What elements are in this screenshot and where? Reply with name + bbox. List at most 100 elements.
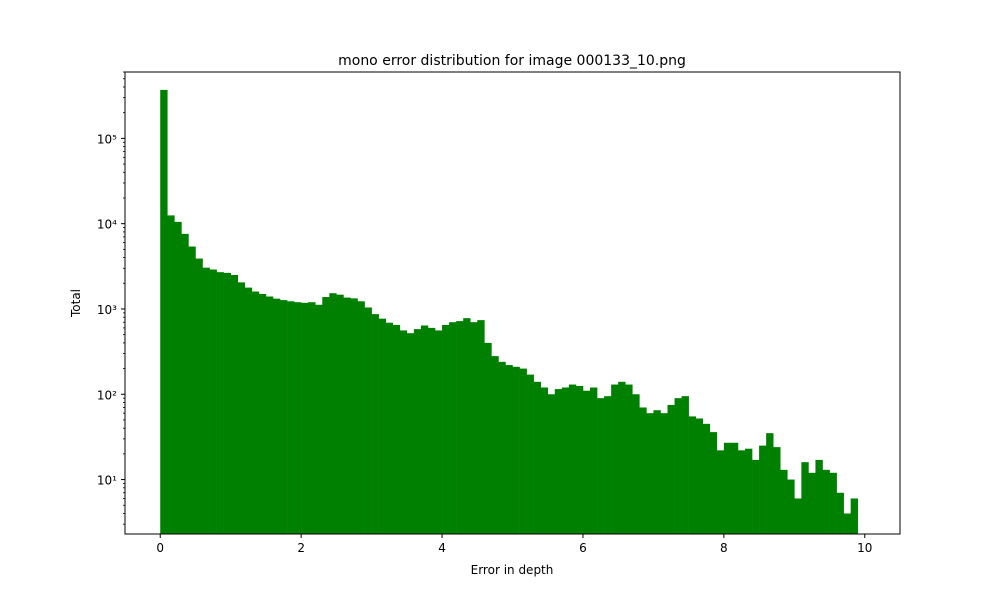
- histogram-bar: [702, 423, 711, 534]
- chart-title: mono error distribution for image 000133…: [338, 53, 686, 69]
- histogram-bar: [780, 469, 788, 534]
- histogram-bar: [470, 322, 478, 534]
- histogram-bar: [498, 361, 506, 534]
- histogram-bar: [301, 302, 309, 534]
- histogram-bar: [371, 314, 379, 534]
- histogram-bar: [167, 215, 175, 534]
- histogram-bar: [533, 381, 541, 534]
- histogram-bar: [216, 272, 224, 534]
- histogram-bar: [265, 296, 274, 534]
- histogram-bar: [843, 513, 851, 534]
- histogram-bar: [653, 410, 661, 534]
- y-axis-label: Total: [69, 289, 83, 318]
- histogram-bar: [604, 396, 612, 534]
- x-tick-label: 10: [857, 541, 872, 555]
- histogram-bar: [322, 297, 330, 534]
- histogram-bar: [209, 269, 217, 534]
- x-tick-label: 8: [720, 541, 728, 555]
- histogram-bar: [695, 418, 704, 534]
- x-axis-ticks: 0 2 4 6 8 10: [156, 534, 872, 555]
- histogram-bar: [315, 304, 323, 534]
- histogram-bar: [808, 472, 816, 534]
- histogram-bar: [709, 432, 718, 534]
- histogram-bar: [639, 407, 647, 534]
- histogram-bar: [174, 221, 182, 535]
- x-axis-label: Error in depth: [471, 563, 554, 577]
- histogram-bar: [723, 442, 732, 534]
- histogram-bar: [272, 298, 281, 534]
- histogram-bar: [674, 398, 682, 534]
- histogram-bar: [251, 291, 260, 534]
- histogram-bar: [716, 450, 725, 534]
- histogram-bar: [611, 384, 619, 534]
- histogram-bar: [484, 342, 492, 534]
- histogram-bar: [836, 492, 844, 534]
- histogram-bar: [590, 387, 598, 534]
- histogram-bar: [632, 394, 640, 534]
- histogram-bar: [195, 258, 203, 534]
- y-tick-label: 10⁵: [97, 132, 117, 146]
- histogram-bar: [294, 302, 302, 534]
- histogram-bar: [745, 448, 753, 534]
- histogram-bars: [160, 89, 859, 535]
- histogram-bar: [667, 404, 675, 534]
- histogram-bar: [526, 374, 534, 534]
- histogram-bar: [794, 498, 802, 534]
- histogram-bar: [505, 365, 513, 534]
- histogram-bar: [554, 389, 563, 534]
- histogram-bar: [223, 272, 231, 534]
- histogram-bar: [181, 233, 189, 534]
- histogram-bar: [160, 89, 168, 534]
- histogram-bar: [399, 330, 408, 534]
- histogram-bar: [244, 287, 253, 534]
- x-tick-label: 4: [438, 541, 446, 555]
- histogram-bar: [575, 386, 584, 534]
- histogram-bar: [442, 324, 450, 534]
- x-tick-label: 6: [579, 541, 587, 555]
- histogram-bar: [413, 329, 422, 534]
- histogram-bar: [561, 387, 570, 534]
- histogram-bar: [392, 324, 401, 534]
- histogram-bar: [730, 442, 739, 534]
- plot-frame: [124, 71, 901, 535]
- histogram-bar: [280, 300, 288, 534]
- histogram-bar: [850, 498, 859, 534]
- histogram-bar: [688, 416, 696, 534]
- histogram-bar: [258, 293, 267, 534]
- histogram-bar: [308, 302, 316, 534]
- histogram-bar: [737, 450, 746, 534]
- histogram-bar: [336, 294, 344, 534]
- x-tick-label: 0: [156, 541, 164, 555]
- histogram-bar: [364, 307, 372, 534]
- histogram-bar: [378, 318, 386, 534]
- histogram-bar: [350, 298, 358, 534]
- histogram-bar: [343, 297, 351, 534]
- histogram-bar: [357, 301, 365, 534]
- histogram-bar: [540, 387, 549, 534]
- y-tick-label: 10²: [97, 388, 117, 402]
- y-tick-label: 10¹: [97, 474, 117, 488]
- histogram-bar: [188, 246, 196, 534]
- histogram-bar: [766, 433, 774, 534]
- histogram-bar: [752, 459, 760, 534]
- x-tick-label: 2: [297, 541, 305, 555]
- histogram-bar: [660, 413, 668, 534]
- histogram-bar: [759, 445, 767, 534]
- histogram-bar: [202, 267, 210, 534]
- histogram-bar: [449, 322, 457, 534]
- histogram-bar: [815, 459, 823, 534]
- histogram-bar: [582, 390, 591, 534]
- y-major-ticks: 10¹ 10² 10³ 10⁴ 10⁵: [97, 132, 125, 488]
- histogram-bar: [491, 356, 499, 534]
- histogram-bar: [625, 384, 633, 534]
- histogram-bar: [287, 301, 295, 534]
- histogram-bar: [568, 384, 577, 534]
- histogram-bar: [230, 275, 239, 534]
- histogram-bar: [463, 318, 471, 534]
- histogram-bar: [420, 325, 429, 534]
- histogram-bar: [646, 413, 654, 534]
- histogram-bar: [519, 368, 527, 534]
- histogram-bar: [801, 462, 809, 534]
- histogram-bar: [829, 472, 837, 534]
